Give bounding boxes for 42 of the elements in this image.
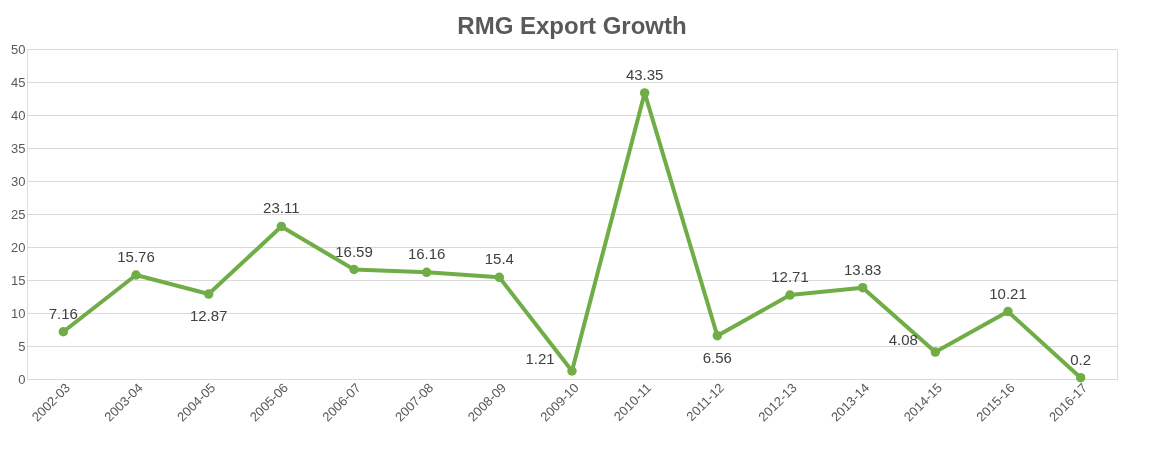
y-tick-label: 5 — [18, 338, 26, 354]
point — [58, 327, 69, 337]
data-label: 16.16 — [407, 245, 446, 263]
data-label: 10.21 — [989, 284, 1027, 302]
point — [349, 264, 359, 275]
y-tick-label: 50 — [11, 41, 26, 57]
point — [930, 347, 941, 357]
data-label: 0.2 — [1070, 350, 1092, 368]
y-tick-label: 20 — [11, 239, 26, 255]
data-label: 7.16 — [48, 304, 78, 322]
point — [712, 330, 723, 341]
y-tick-label: 30 — [11, 173, 26, 189]
data-label: 6.56 — [702, 348, 732, 366]
point — [494, 272, 505, 283]
point — [1075, 372, 1086, 383]
point — [276, 221, 287, 232]
point — [203, 289, 214, 299]
chart-title: RMG Export Growth — [457, 12, 687, 39]
data-label: 23.11 — [263, 199, 300, 217]
data-label: 12.87 — [189, 307, 228, 325]
data-label: 12.71 — [771, 268, 809, 286]
y-tick-label: 25 — [11, 206, 26, 222]
y-tick-label: 0 — [18, 371, 26, 387]
y-tick-label: 10 — [11, 305, 26, 321]
data-label: 1.21 — [525, 350, 555, 368]
data-label: 4.08 — [888, 331, 918, 349]
point — [421, 267, 432, 278]
point — [567, 366, 577, 376]
y-tick-label: 35 — [11, 140, 26, 156]
data-label: 15.76 — [117, 247, 155, 265]
point — [785, 290, 795, 300]
y-tick-label: 15 — [11, 272, 26, 288]
data-label: 15.4 — [484, 250, 514, 268]
data-label: 43.35 — [625, 65, 664, 83]
y-tick-label: 40 — [11, 107, 26, 123]
data-label: 13.83 — [843, 260, 882, 278]
point — [639, 88, 650, 98]
point — [131, 270, 141, 280]
point — [857, 282, 868, 293]
data-label: 16.59 — [335, 242, 373, 260]
point — [1003, 306, 1013, 317]
y-tick-label: 45 — [11, 74, 26, 90]
